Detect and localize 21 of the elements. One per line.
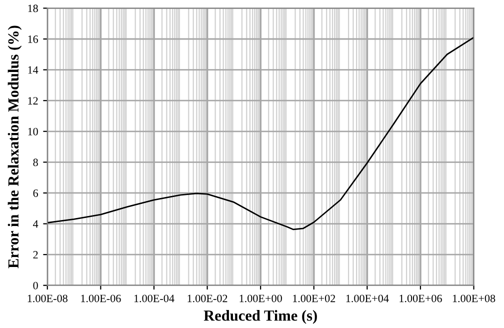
x-tick-label: 1.00E+08 bbox=[452, 294, 496, 302]
x-tick-label: 1.00E+04 bbox=[346, 294, 389, 302]
x-tick-label: 1.00E+00 bbox=[240, 294, 282, 302]
y-tick-label: 18 bbox=[28, 4, 38, 12]
x-tick-label: 1.00E-04 bbox=[134, 294, 174, 302]
y-tick-label: 12 bbox=[28, 97, 38, 104]
x-tick-label: 1.00E+02 bbox=[293, 294, 336, 302]
y-tick-label: 10 bbox=[28, 128, 38, 136]
y-tick-label: 6 bbox=[33, 189, 38, 197]
y-tick-label: 8 bbox=[33, 158, 38, 166]
y-tick-label: 0 bbox=[33, 282, 38, 290]
x-tick-label: 1.00E-06 bbox=[81, 294, 121, 302]
x-tick-label: 1.00E-08 bbox=[28, 294, 68, 302]
x-tick-label: 1.00E-02 bbox=[188, 294, 228, 302]
y-axis-title: Error in the Relaxation Modulus (%) bbox=[8, 26, 22, 268]
x-axis-title: Reduced Time (s) bbox=[204, 310, 317, 324]
y-tick-label: 2 bbox=[33, 251, 38, 258]
y-tick-label: 14 bbox=[28, 66, 38, 74]
y-tick-label: 4 bbox=[33, 220, 38, 228]
x-tick-label: 1.00E+06 bbox=[400, 294, 442, 302]
y-tick-label: 16 bbox=[28, 35, 38, 43]
